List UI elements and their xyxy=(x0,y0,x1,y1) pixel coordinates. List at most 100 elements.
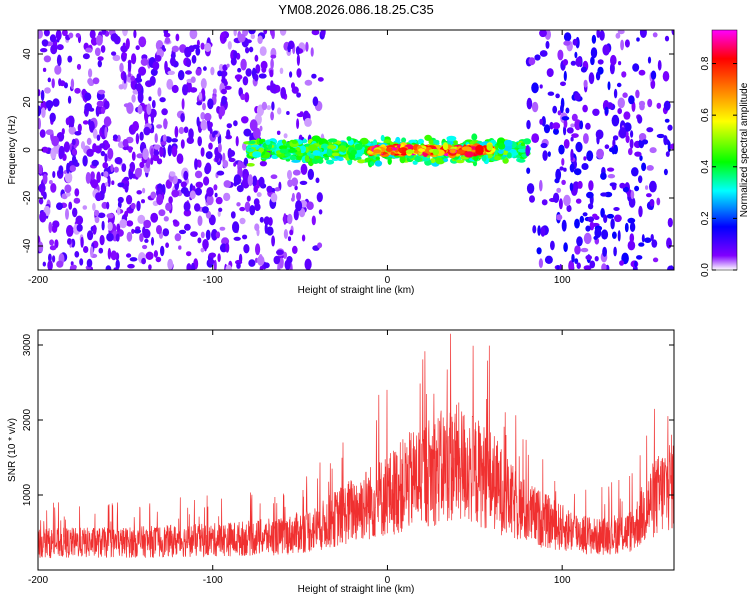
spectrogram-cell xyxy=(375,156,380,160)
spectrogram-cell xyxy=(259,125,263,132)
spectrogram-cell xyxy=(131,151,136,161)
spectrogram-cell xyxy=(107,247,112,260)
spectrogram-cell xyxy=(41,39,49,47)
spectrogram-x-label: Height of straight line (km) xyxy=(298,285,415,296)
spectrogram-cell xyxy=(196,39,200,47)
spectrogram-cell xyxy=(100,150,106,157)
spectrogram-cell xyxy=(315,177,320,184)
spectrogram-cell xyxy=(570,60,577,66)
spectrogram-cell xyxy=(536,247,542,255)
spectrogram-cell xyxy=(171,84,179,94)
spectrogram-cell xyxy=(94,47,101,57)
spectrogram-cell xyxy=(58,78,62,87)
y-tick-label: -20 xyxy=(22,190,33,205)
spectrogram-cell xyxy=(253,185,258,193)
spectrogram-cell xyxy=(636,37,640,42)
spectrogram-cell xyxy=(256,192,262,198)
spectrogram-cell xyxy=(110,250,118,261)
spectrogram-cell xyxy=(141,199,145,204)
spectrogram-cell xyxy=(583,265,592,270)
colorbar-tick-label: 0.8 xyxy=(700,56,711,70)
spectrogram-cell xyxy=(270,174,278,179)
spectrogram-cell xyxy=(189,87,198,93)
spectrogram-cell xyxy=(150,191,157,199)
spectrogram-cell xyxy=(287,236,292,242)
spectrogram-cell xyxy=(114,157,123,165)
spectrogram-cell xyxy=(222,160,229,168)
spectrogram-cell xyxy=(203,66,207,71)
spectrogram-cell xyxy=(286,111,290,115)
spectrogram-cell xyxy=(79,258,84,266)
spectrogram-cell xyxy=(590,47,598,59)
spectrogram-cell xyxy=(293,208,299,221)
spectrogram-cell xyxy=(226,129,231,139)
spectrogram-cell xyxy=(125,38,130,50)
spectrogram-cell xyxy=(74,87,81,94)
spectrogram-cell xyxy=(667,217,673,228)
colorbar-label: Normalized spectral amplitude xyxy=(739,82,750,217)
spectrogram-cell xyxy=(574,92,581,101)
spectrogram-cell xyxy=(133,229,142,234)
spectrogram-cell xyxy=(42,173,48,185)
spectrogram-cell xyxy=(486,143,493,151)
spectrogram-cell xyxy=(117,182,125,188)
spectrogram-cell xyxy=(667,124,673,131)
spectrogram-cell xyxy=(47,77,51,83)
spectrogram-cell xyxy=(223,192,231,202)
spectrogram-cell xyxy=(591,34,597,44)
spectrogram-cell xyxy=(563,194,571,207)
spectrogram-cell xyxy=(183,209,192,217)
spectrogram-cell xyxy=(58,145,65,158)
spectrogram-cell xyxy=(373,149,381,154)
spectrogram-cell xyxy=(111,51,117,56)
spectrogram-cell xyxy=(644,237,652,243)
spectrogram-cell xyxy=(252,69,258,75)
spectrogram-cell xyxy=(103,116,112,127)
spectrogram-cell xyxy=(217,143,222,153)
spectrogram-cell xyxy=(111,180,115,185)
spectrogram-cell xyxy=(178,126,185,135)
x-tick-label: -200 xyxy=(28,575,48,586)
spectrogram-cell xyxy=(219,105,226,117)
spectrogram-cell xyxy=(67,95,72,104)
spectrogram-cell xyxy=(47,260,53,270)
spectrogram-cell xyxy=(40,89,45,102)
spectrogram-cell xyxy=(180,113,185,123)
spectrogram-cell xyxy=(570,136,574,142)
spectrogram-cell xyxy=(122,30,128,37)
spectrogram-cell xyxy=(248,140,256,144)
spectrogram-cell xyxy=(296,118,300,129)
spectrogram-cell xyxy=(154,55,162,62)
spectrogram-cell xyxy=(65,117,70,126)
spectrogram-cell xyxy=(263,30,268,35)
spectrogram-cell xyxy=(590,56,595,66)
spectrogram-cell xyxy=(101,220,105,231)
spectrogram-cell xyxy=(587,216,595,223)
spectrogram-cell xyxy=(159,97,166,103)
spectrogram-cell xyxy=(213,184,218,191)
spectrogram-cell xyxy=(58,165,64,175)
spectrogram-cell xyxy=(570,123,575,128)
spectrogram-cell xyxy=(636,255,643,260)
spectrogram-cell xyxy=(113,166,119,173)
chart-title: YM08.2026.086.18.25.C35 xyxy=(278,2,433,17)
spectrogram-cell xyxy=(604,144,610,149)
spectrogram-cell xyxy=(574,51,578,59)
spectrogram-cell xyxy=(538,258,544,269)
spectrogram-cell xyxy=(178,229,187,235)
spectrogram-cell xyxy=(110,164,114,173)
snr-panel: -200 -100 0 100 1000 2000 3000 Height of stra… xyxy=(7,329,675,595)
spectrogram-cell xyxy=(143,219,152,229)
spectrogram-cell xyxy=(51,78,55,89)
spectrogram-cell xyxy=(566,127,574,134)
spectrogram-cell xyxy=(291,139,298,144)
spectrogram-cell xyxy=(555,93,560,99)
spectrogram-cell xyxy=(600,207,605,218)
spectrogram-cell xyxy=(126,231,133,242)
spectrogram-cell xyxy=(161,44,165,51)
spectrogram-cell xyxy=(56,260,64,268)
spectrogram-cell xyxy=(647,56,652,64)
spectrogram-cell xyxy=(563,139,570,149)
spectrogram-cell xyxy=(575,141,583,153)
spectrogram-cell xyxy=(265,140,271,145)
